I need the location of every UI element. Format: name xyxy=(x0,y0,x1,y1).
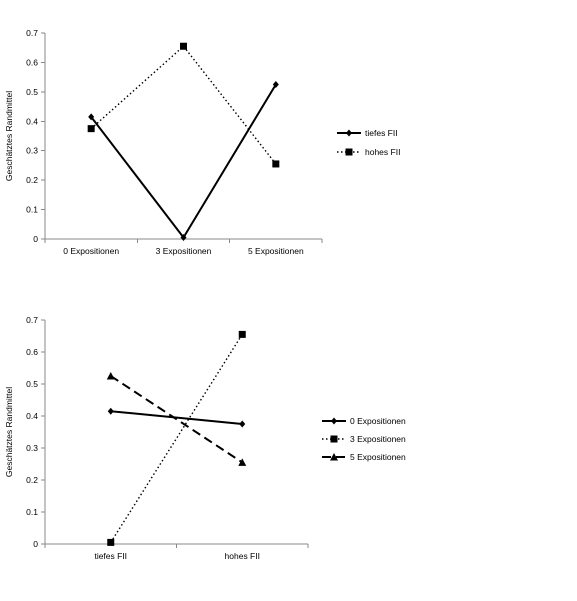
y-tick-label: 0 xyxy=(33,539,38,549)
legend-label: tiefes FII xyxy=(365,128,398,138)
y-tick-label: 0.6 xyxy=(26,347,38,357)
data-point xyxy=(88,113,95,121)
y-tick-label: 0.4 xyxy=(26,411,38,421)
data-point xyxy=(238,458,247,466)
legend-label: hohes FII xyxy=(365,147,400,157)
y-axis-title: Geschätztes Randmittel xyxy=(4,387,14,477)
series-0 xyxy=(88,81,279,242)
x-tick-label: tiefes FII xyxy=(94,551,127,561)
legend-swatch-marker xyxy=(330,453,338,461)
data-point xyxy=(107,407,114,415)
y-tick-label: 0.2 xyxy=(26,175,38,185)
x-tick-label: 3 Expositionen xyxy=(156,246,212,256)
data-point xyxy=(180,234,187,242)
y-tick-label: 0.1 xyxy=(26,507,38,517)
legend-swatch-marker xyxy=(345,148,353,156)
legend-label: 3 Expositionen xyxy=(350,434,406,444)
y-tick-label: 0.5 xyxy=(26,87,38,97)
series-0 xyxy=(107,407,246,428)
series-1 xyxy=(107,330,246,546)
series-1 xyxy=(87,42,280,168)
series-line xyxy=(90,83,277,240)
data-point xyxy=(272,81,279,88)
y-tick-label: 0.7 xyxy=(26,315,38,325)
x-tick-label: 5 Expositionen xyxy=(248,246,304,256)
chart-fii-by-exposure: 0 0.1 0.2 0.3 0.4 0.5 0.6 0.7 tiefes FII hohes FI… xyxy=(4,315,406,561)
x-tick-label: 0 Expositionen xyxy=(63,246,119,256)
y-tick-label: 0.3 xyxy=(26,146,38,156)
data-point xyxy=(107,538,115,546)
legend-swatch-marker xyxy=(346,129,352,137)
legend-swatch-marker xyxy=(330,435,338,443)
series-line xyxy=(90,45,277,165)
series-2 xyxy=(106,372,247,466)
series-line xyxy=(110,334,243,543)
data-point xyxy=(239,420,246,428)
y-tick-label: 0.5 xyxy=(26,379,38,389)
data-point xyxy=(106,372,115,380)
y-tick-label: 0.2 xyxy=(26,475,38,485)
y-axis-title: Geschätztes Randmittel xyxy=(4,91,14,181)
data-point xyxy=(180,42,187,50)
y-tick-label: 0.7 xyxy=(26,28,38,38)
y-tick-label: 0.1 xyxy=(26,205,38,215)
y-tick-label: 0.4 xyxy=(26,116,38,126)
y-tick-label: 0 xyxy=(33,234,38,244)
legend-label: 0 Expositionen xyxy=(350,416,406,426)
legend-label: 5 Expositionen xyxy=(350,452,406,462)
x-tick-label: hohes FII xyxy=(225,551,260,561)
data-point xyxy=(238,330,246,338)
series-line xyxy=(110,375,243,464)
data-point xyxy=(87,125,95,133)
y-tick-label: 0.6 xyxy=(26,57,38,67)
legend-swatch-marker xyxy=(331,417,337,425)
series-line xyxy=(110,410,243,425)
data-point xyxy=(272,160,280,168)
y-tick-label: 0.3 xyxy=(26,443,38,453)
chart-exposure-by-fii: 0 0.1 0.2 0.3 0.4 0.5 0.6 0.7 0 Expositionen 3 Ex… xyxy=(4,28,400,256)
